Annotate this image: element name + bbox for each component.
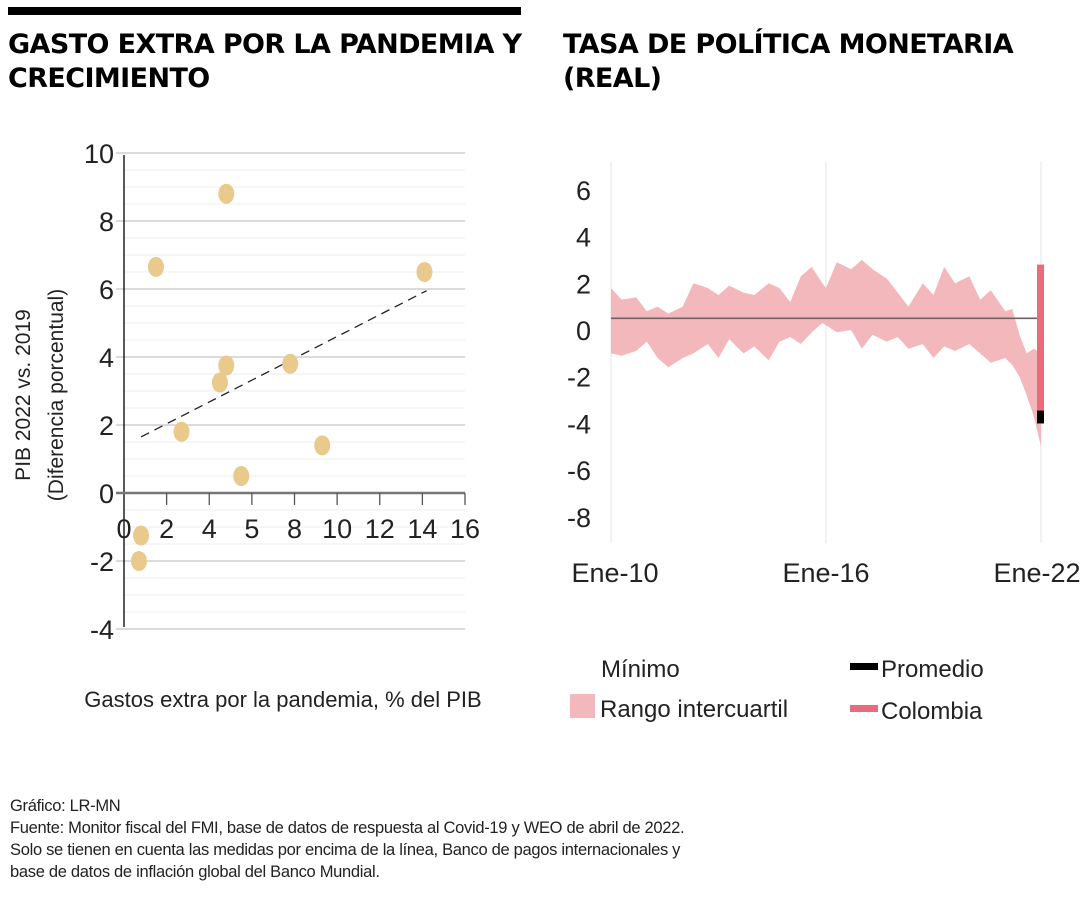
y-tick-label: 2 xyxy=(99,411,114,441)
y-tick-label: 0 xyxy=(99,479,114,509)
x-tick-label: 8 xyxy=(287,514,302,544)
scatter-y-label: PIB 2022 vs. 2019 xyxy=(12,309,35,481)
x-tick-label: Ene-22 xyxy=(993,558,1080,588)
x-tick-label: 0 xyxy=(116,514,131,544)
source-line-2: Solo se tienen en cuenta las medidas por… xyxy=(10,841,681,859)
scatter-point xyxy=(218,355,235,376)
area-y-tick-labels: -8 -6 -4 -2 0 2 4 6 xyxy=(567,176,591,533)
legend: Mínimo Promedio Rango intercuartil Colom… xyxy=(570,656,984,725)
scatter-point xyxy=(314,435,331,456)
y-tick-label: -2 xyxy=(567,363,591,393)
scatter-point xyxy=(130,551,147,571)
promedio-marker xyxy=(1037,410,1044,424)
x-tick-label: Ene-10 xyxy=(571,558,658,588)
scatter-point xyxy=(282,353,299,374)
scatter-x-tick-labels: 0 2 4 5 8 10 12 14 16 xyxy=(116,514,480,544)
left-chart-title: GASTO EXTRA POR LA PANDEMIA Y CRECIMIENT… xyxy=(8,29,522,94)
source-line-3: base de datos de inflación global del Ba… xyxy=(10,863,380,881)
scatter-minor-gridlines xyxy=(124,169,465,613)
scatter-point xyxy=(416,262,433,282)
legend-label-minimo: Mínimo xyxy=(601,656,680,683)
y-tick-label: -6 xyxy=(567,456,591,486)
scatter-x-label: Gastos extra por la pandemia, % del PIB xyxy=(84,687,481,712)
scatter-point xyxy=(218,183,235,204)
right-chart-title: TASA DE POLÍTICA MONETARIA (REAL) xyxy=(563,29,1014,94)
y-tick-label: -4 xyxy=(90,615,114,645)
chart-credit: Gráfico: LR-MN xyxy=(10,797,121,815)
y-tick-label: -8 xyxy=(567,503,591,533)
legend-swatch-promedio xyxy=(850,663,878,670)
legend-label-band: Rango intercuartil xyxy=(600,696,788,723)
x-tick-label: 14 xyxy=(407,514,437,544)
scatter-major-gridlines xyxy=(116,152,465,630)
scatter-x-ticks xyxy=(165,493,466,505)
scatter-point xyxy=(133,525,150,546)
scatter-point xyxy=(173,421,190,442)
header-rule xyxy=(8,7,521,15)
colombia-bar xyxy=(1037,264,1044,424)
y-tick-label: 2 xyxy=(576,269,591,299)
area-x-tick-labels: Ene-10 Ene-16 Ene-22 xyxy=(571,558,1080,588)
y-tick-label: 6 xyxy=(99,275,114,305)
policy-rate-chart: -8 -6 -4 -2 0 2 4 6 Ene-10 Ene-16 Ene-22 xyxy=(567,162,1080,588)
y-tick-label: -2 xyxy=(90,547,114,577)
y-tick-label: -4 xyxy=(567,409,591,439)
legend-swatch-colombia xyxy=(850,705,878,712)
interquartile-band xyxy=(611,259,1041,447)
y-tick-label: 8 xyxy=(99,207,114,237)
y-tick-label: 4 xyxy=(99,343,114,373)
x-tick-label: Ene-16 xyxy=(782,558,869,588)
y-tick-label: 10 xyxy=(84,139,114,169)
x-tick-label: 4 xyxy=(202,514,217,544)
footer: Gráfico: LR-MN Fuente: Monitor fiscal de… xyxy=(10,795,685,883)
y-tick-label: 0 xyxy=(576,316,591,346)
trendline xyxy=(140,290,427,438)
x-tick-label: 16 xyxy=(450,514,480,544)
y-tick-label: 6 xyxy=(576,176,591,206)
scatter-points xyxy=(130,183,433,571)
x-tick-label: 10 xyxy=(322,514,352,544)
scatter-point xyxy=(211,372,228,393)
legend-label-promedio: Promedio xyxy=(881,656,984,683)
scatter-y-tick-labels: -4 -2 0 2 4 6 8 10 xyxy=(84,139,114,645)
x-tick-label: 2 xyxy=(159,514,174,544)
source-line-1: Fuente: Monitor fiscal del FMI, base de … xyxy=(10,819,685,837)
x-tick-label: 5 xyxy=(244,514,259,544)
x-tick-label: 12 xyxy=(365,514,395,544)
scatter-point xyxy=(147,256,164,277)
scatter-point xyxy=(233,466,250,486)
legend-label-colombia: Colombia xyxy=(881,698,983,725)
legend-swatch-band xyxy=(570,694,595,718)
scatter-y-label-2: (Diferencia porcentual) xyxy=(45,289,68,501)
y-tick-label: 4 xyxy=(576,223,591,253)
